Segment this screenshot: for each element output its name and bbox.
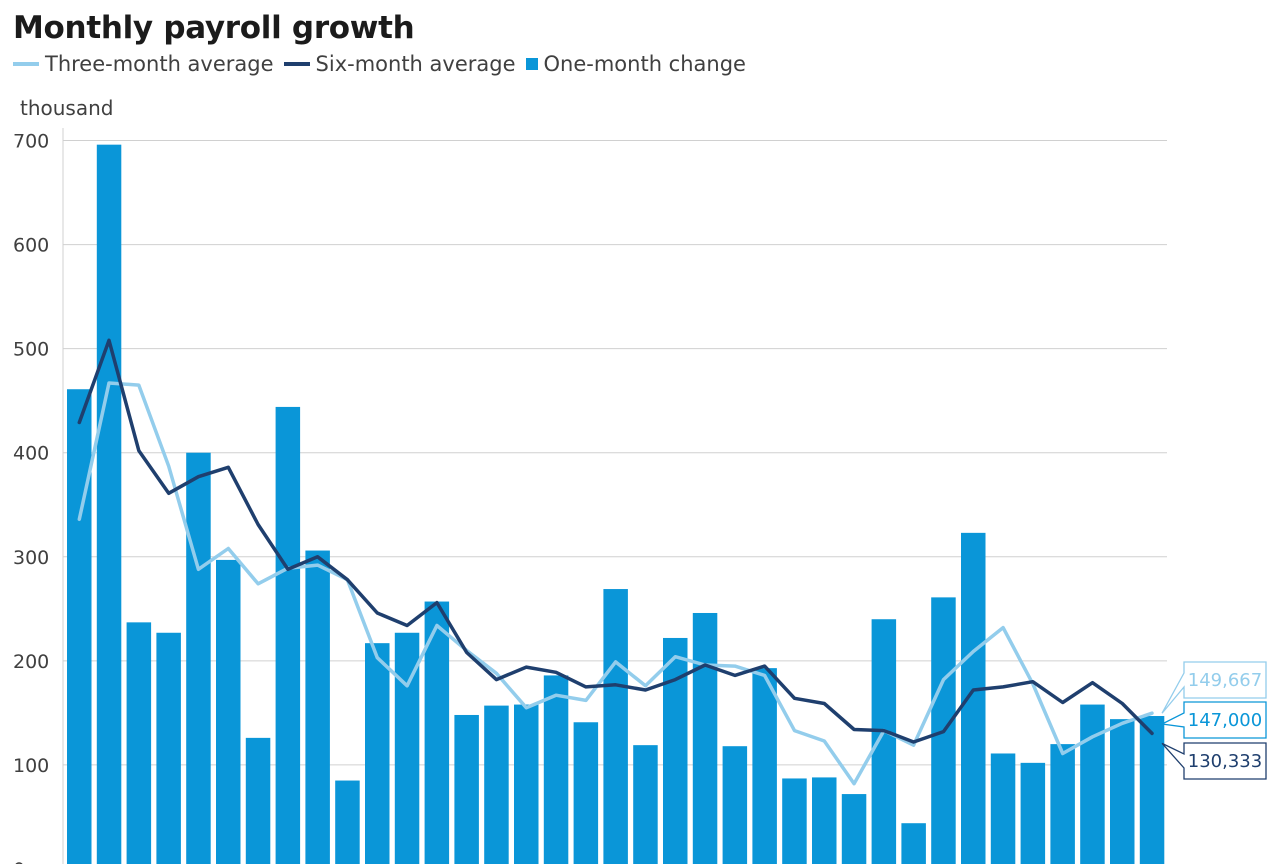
bar-one-month	[543, 675, 569, 864]
bar-one-month	[573, 722, 599, 864]
bar-one-month	[633, 745, 658, 864]
y-tick-label: 600	[13, 235, 49, 257]
end-label-one-month: 147,000	[1188, 710, 1262, 731]
legend-swatch-three-month	[13, 62, 39, 66]
bar-one-month	[692, 612, 718, 864]
bar-one-month	[752, 668, 777, 864]
bar-one-month	[96, 144, 122, 864]
y-tick-label: 500	[13, 339, 49, 361]
bar-one-month	[275, 406, 301, 864]
bar-one-month	[156, 632, 181, 864]
legend-item-six-month: Six-month average	[283, 52, 516, 76]
bar-one-month	[812, 777, 837, 864]
legend-item-one-month: One-month change	[525, 52, 746, 76]
end-label-six-month: 130,333	[1188, 751, 1262, 772]
bar-one-month	[901, 823, 926, 864]
bar-one-month	[722, 746, 748, 864]
bar-one-month	[1080, 704, 1105, 864]
bar-one-month	[216, 559, 241, 864]
legend-label-six-month: Six-month average	[315, 52, 516, 76]
y-tick-label: 200	[13, 651, 49, 673]
bar-one-month	[67, 389, 92, 864]
chart-title: Monthly payroll growth	[13, 10, 415, 46]
legend-swatch-one-month	[525, 58, 538, 70]
bar-one-month	[961, 532, 986, 864]
bar-one-month	[484, 705, 509, 864]
bar-one-month	[1110, 719, 1135, 864]
y-tick-label: 700	[13, 131, 49, 153]
line-six-month-average	[77, 338, 1154, 744]
bar-one-month	[990, 753, 1016, 864]
bar-one-month	[454, 714, 479, 864]
y-tick-label: 0	[13, 859, 25, 864]
bar-one-month	[782, 778, 807, 864]
bar-one-month	[841, 794, 867, 864]
bar-one-month	[663, 637, 688, 864]
chart-legend: Three-month average Six-month average On…	[13, 52, 756, 76]
bar-one-month	[1020, 762, 1046, 864]
end-label-three-month-box	[1161, 661, 1267, 714]
y-tick-label: 400	[13, 443, 49, 465]
y-tick-label: 300	[13, 547, 49, 569]
legend-label-three-month: Three-month average	[45, 52, 274, 76]
bar-one-month	[603, 589, 628, 864]
legend-swatch-six-month	[283, 62, 310, 66]
bar-one-month	[871, 619, 897, 864]
legend-label-one-month: One-month change	[543, 52, 746, 76]
bar-one-month	[305, 550, 330, 864]
end-label-three-month: 149,667	[1188, 670, 1262, 691]
y-tick-label: 100	[13, 755, 49, 777]
bar-one-month	[1050, 744, 1075, 864]
bar-one-month	[186, 452, 211, 864]
end-label-one-month-box	[1159, 701, 1267, 739]
y-axis-unit-label: thousand	[20, 96, 114, 120]
bar-one-month	[126, 622, 152, 864]
bar-one-month	[245, 737, 271, 864]
end-label-six-month-box	[1161, 742, 1267, 780]
bar-one-month	[1139, 716, 1165, 864]
bar-one-month	[335, 780, 360, 864]
bar-one-month	[365, 643, 390, 864]
line-three-month-average	[77, 381, 1154, 786]
bar-one-month	[514, 704, 539, 864]
legend-item-three-month: Three-month average	[13, 52, 274, 76]
